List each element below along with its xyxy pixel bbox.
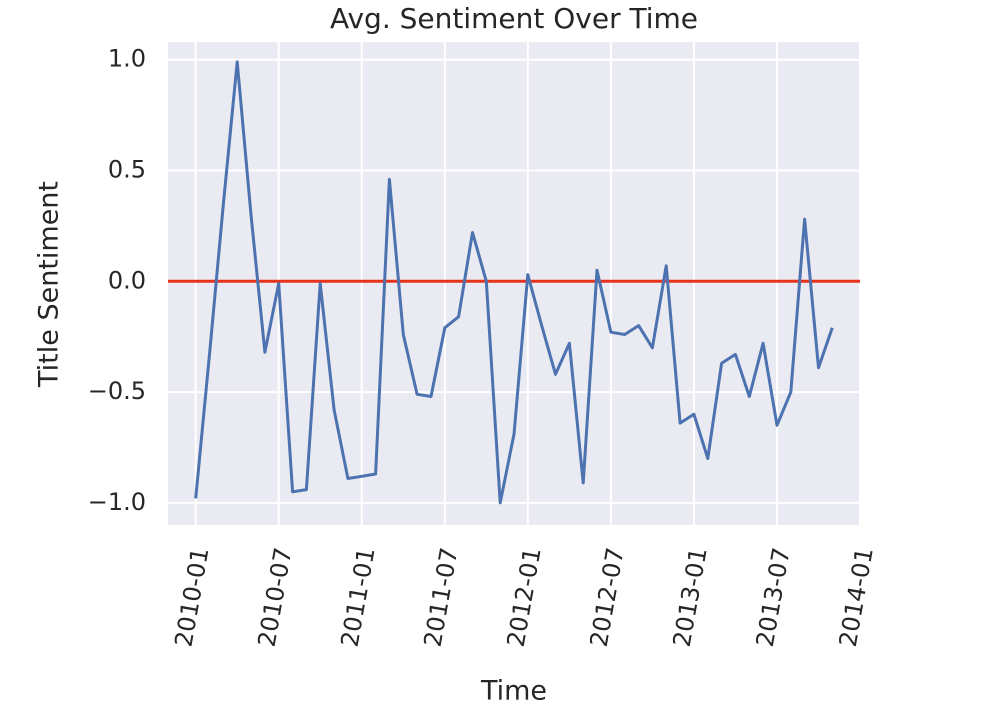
x-tick-label: 2011-07 — [419, 545, 464, 649]
x-tick-label: 2013-01 — [668, 545, 713, 649]
y-tick-label: −1.0 — [88, 488, 146, 516]
x-tick-label: 2013-07 — [751, 545, 796, 649]
x-tick-label: 2011-01 — [336, 545, 381, 649]
y-tick-label: 0.5 — [108, 156, 146, 184]
x-tick-label: 2010-07 — [253, 545, 298, 649]
y-tick-label: −0.5 — [88, 377, 146, 405]
x-axis-label: Time — [480, 676, 547, 707]
y-tick-label: 0.0 — [108, 266, 146, 294]
y-tick-label: 1.0 — [108, 45, 146, 73]
x-tick-label: 2014-01 — [834, 545, 879, 649]
x-tick-label: 2012-07 — [585, 545, 630, 649]
data-line — [194, 60, 834, 505]
plot-background — [168, 42, 860, 525]
chart-title: Avg. Sentiment Over Time — [330, 2, 698, 35]
y-axis-label: Title Sentiment — [34, 181, 65, 388]
x-tick-label: 2010-01 — [169, 545, 214, 649]
x-tick-label: 2012-01 — [502, 545, 547, 649]
